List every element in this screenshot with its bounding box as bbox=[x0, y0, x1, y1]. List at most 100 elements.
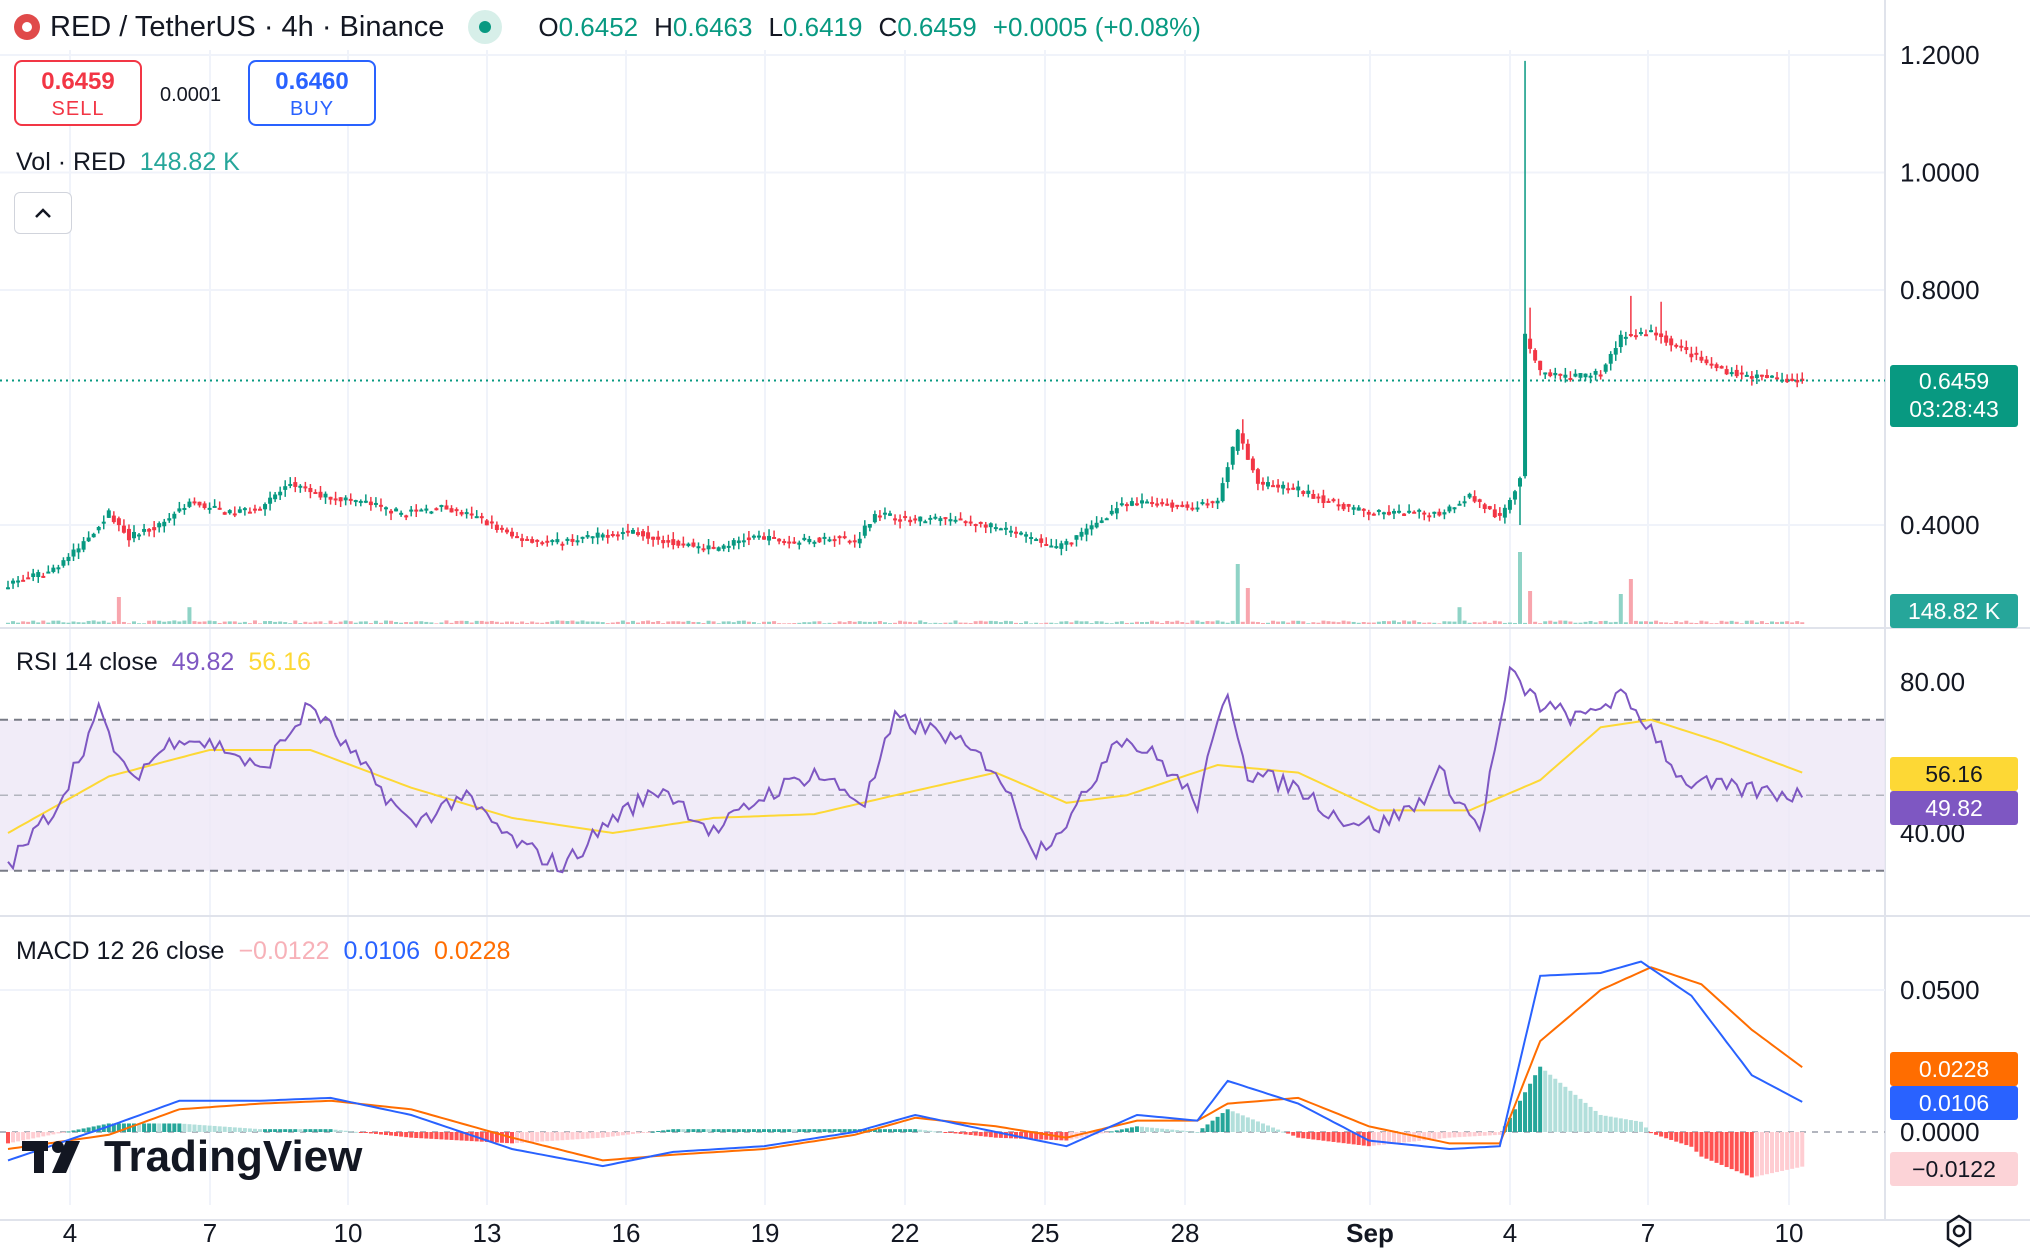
volume-bar bbox=[1245, 588, 1250, 624]
candle-body bbox=[353, 500, 358, 503]
buy-button[interactable]: 0.6460 BUY bbox=[248, 60, 376, 126]
candle-body bbox=[1124, 504, 1129, 507]
candle-body bbox=[1623, 336, 1628, 339]
volume-bar bbox=[106, 622, 111, 624]
volume-bar bbox=[782, 623, 787, 624]
collapse-legend-button[interactable] bbox=[14, 192, 72, 234]
volume-bar bbox=[429, 622, 434, 624]
macd-histogram-bar bbox=[1281, 1131, 1286, 1133]
volume-bar bbox=[777, 623, 782, 624]
macd-histogram-bar bbox=[1336, 1132, 1341, 1143]
volume-bar bbox=[237, 622, 242, 624]
candle-body bbox=[1044, 543, 1049, 546]
price-axis-label: 0.8000 bbox=[1900, 275, 1980, 305]
volume-bar bbox=[772, 621, 777, 624]
volume-bar bbox=[1014, 622, 1018, 624]
candle-body bbox=[1180, 504, 1185, 507]
candle-body bbox=[1674, 344, 1679, 347]
volume-bar bbox=[1785, 621, 1790, 624]
macd-histogram-bar bbox=[1623, 1119, 1628, 1132]
volume-bar bbox=[303, 621, 308, 624]
macd-histogram-bar bbox=[409, 1132, 414, 1138]
candle-body bbox=[1437, 511, 1442, 516]
macd-histogram-bar bbox=[1260, 1123, 1265, 1132]
macd-histogram-bar bbox=[525, 1132, 530, 1143]
candle-body bbox=[469, 513, 474, 516]
volume-bar bbox=[1366, 622, 1371, 624]
candle-body bbox=[575, 540, 580, 543]
volume-bar bbox=[1608, 622, 1613, 624]
candle-body bbox=[338, 497, 343, 502]
macd-histogram-bar bbox=[449, 1132, 454, 1140]
volume-bar bbox=[691, 621, 696, 624]
volume-legend[interactable]: Vol · RED 148.82 K bbox=[16, 148, 240, 176]
volume-bar bbox=[736, 620, 741, 624]
candle-body bbox=[449, 508, 454, 513]
candle-body bbox=[641, 531, 646, 537]
candle-body bbox=[701, 548, 706, 551]
symbol-title[interactable]: RED / TetherUS · 4h · Binance bbox=[50, 10, 445, 43]
volume-bar bbox=[434, 623, 439, 624]
volume-bar bbox=[867, 621, 872, 624]
volume-bar bbox=[1170, 621, 1175, 624]
candle-body bbox=[1432, 511, 1437, 514]
volume-bar bbox=[1240, 621, 1245, 624]
candle-body bbox=[1507, 500, 1512, 510]
candle-body bbox=[333, 498, 338, 501]
candle-body bbox=[751, 535, 756, 538]
macd-histogram-bar bbox=[666, 1129, 671, 1132]
volume-bar bbox=[1507, 622, 1512, 624]
candle-body bbox=[1276, 484, 1281, 488]
tradingview-logo[interactable]: TradingView bbox=[20, 1132, 362, 1182]
macd-histogram-bar bbox=[550, 1132, 555, 1141]
macd-histogram-bar bbox=[812, 1129, 817, 1132]
rsi-legend[interactable]: RSI 14 close 49.82 56.16 bbox=[16, 648, 311, 676]
volume-bar bbox=[187, 607, 192, 624]
sell-button[interactable]: 0.6459 SELL bbox=[14, 60, 142, 126]
candle-body bbox=[862, 525, 867, 536]
macd-histogram-bar bbox=[802, 1129, 807, 1132]
settings-icon[interactable] bbox=[1942, 1214, 1976, 1248]
candle-body bbox=[454, 509, 459, 512]
macd-legend[interactable]: MACD 12 26 close −0.0122 0.0106 0.0228 bbox=[16, 937, 511, 965]
macd-histogram-bar bbox=[1457, 1132, 1462, 1138]
candle-body bbox=[898, 519, 903, 522]
candle-body bbox=[646, 532, 651, 539]
candle-body bbox=[797, 542, 802, 545]
macd-histogram-bar bbox=[1482, 1132, 1487, 1136]
volume-bar bbox=[1119, 621, 1124, 624]
volume-bar bbox=[1528, 591, 1533, 624]
candle-body bbox=[1457, 503, 1462, 506]
macd-histogram-bar bbox=[1709, 1132, 1714, 1161]
candle-body bbox=[237, 509, 242, 513]
candle-body bbox=[1079, 531, 1084, 537]
candle-body bbox=[263, 504, 268, 510]
volume-bar bbox=[741, 620, 746, 624]
candle-body bbox=[676, 540, 681, 546]
macd-histogram-bar bbox=[1276, 1129, 1281, 1132]
volume-bar bbox=[1659, 622, 1664, 624]
macd-histogram-bar bbox=[1694, 1132, 1699, 1152]
macd-histogram-bar bbox=[1654, 1132, 1659, 1135]
macd-histogram-bar bbox=[1734, 1132, 1739, 1172]
candle-body bbox=[953, 519, 958, 522]
x-tick-label: 25 bbox=[1031, 1218, 1060, 1248]
volume-bar bbox=[842, 622, 847, 624]
volume-bar bbox=[207, 620, 212, 624]
volume-bar bbox=[1094, 621, 1099, 624]
volume-bar bbox=[414, 621, 419, 624]
volume-bar bbox=[580, 620, 585, 624]
volume-bar bbox=[1286, 622, 1291, 624]
volume-bar bbox=[1235, 564, 1240, 624]
volume-bar bbox=[66, 622, 71, 624]
volume-bar bbox=[908, 621, 913, 624]
candle-body bbox=[872, 514, 877, 523]
candle-body bbox=[1699, 356, 1704, 361]
candle-body bbox=[908, 519, 913, 523]
volume-bar bbox=[872, 621, 877, 624]
candle-body bbox=[1381, 512, 1386, 515]
candle-body bbox=[222, 512, 227, 515]
candle-body bbox=[1714, 364, 1719, 369]
macd-histogram-bar bbox=[1019, 1132, 1024, 1139]
